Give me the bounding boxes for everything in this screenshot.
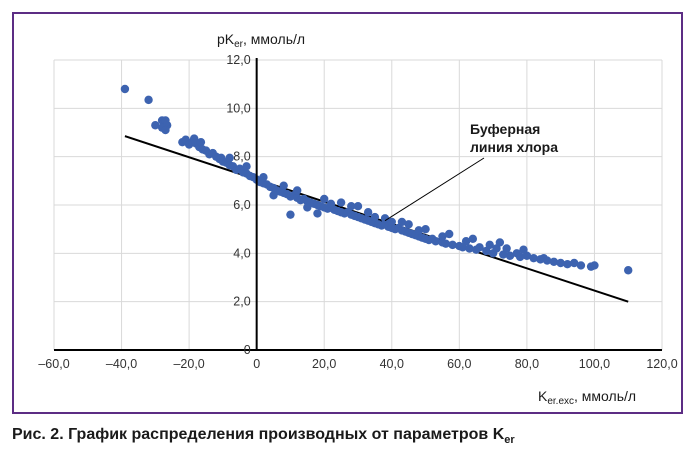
data-point bbox=[431, 237, 440, 246]
data-points bbox=[120, 84, 633, 275]
y-tick-label: 6,0 bbox=[233, 198, 250, 212]
x-axis-label: Ker.exc, ммоль/л bbox=[538, 388, 636, 407]
data-point bbox=[269, 191, 278, 200]
scatter-chart: –60,0 –40,0 –20,0 0 20,0 40,0 60,0 80,0 100,0 120… bbox=[38, 31, 677, 407]
data-point bbox=[590, 261, 599, 270]
annotation-line2: линия хлора bbox=[470, 139, 558, 155]
x-tick-labels: –60,0 –40,0 –20,0 0 20,0 40,0 60,0 80,0 100,0 120… bbox=[38, 357, 677, 371]
data-point bbox=[461, 237, 471, 246]
data-point bbox=[293, 186, 302, 195]
data-point bbox=[468, 234, 478, 244]
x-tick-label: –40,0 bbox=[106, 357, 137, 371]
data-point bbox=[505, 251, 515, 260]
x-tick-label: –60,0 bbox=[38, 357, 69, 371]
data-point bbox=[387, 217, 396, 227]
y-tick-label: 10,0 bbox=[226, 101, 250, 115]
y-tick-labels: 0 2,0 4,0 6,0 8,0 10,0 12,0 bbox=[226, 53, 250, 357]
x-tick-label: 40,0 bbox=[380, 357, 404, 371]
annotation-line1: Буферная bbox=[470, 121, 540, 137]
data-point bbox=[161, 125, 170, 135]
data-point bbox=[414, 226, 423, 235]
data-point bbox=[286, 210, 295, 219]
x-tick-label: 0 bbox=[253, 357, 260, 371]
data-point bbox=[569, 258, 579, 268]
data-point bbox=[120, 84, 130, 94]
data-point bbox=[404, 220, 413, 229]
data-point bbox=[519, 245, 528, 254]
data-point bbox=[448, 240, 457, 250]
data-point bbox=[563, 260, 572, 269]
axes bbox=[54, 58, 662, 351]
data-point bbox=[336, 198, 346, 207]
data-point bbox=[196, 137, 206, 147]
data-point bbox=[370, 212, 380, 222]
x-tick-label: 60,0 bbox=[447, 357, 471, 371]
data-point bbox=[313, 209, 322, 218]
y-axis-label: pKer, ммоль/л bbox=[217, 31, 305, 50]
data-point bbox=[353, 202, 363, 211]
data-point bbox=[380, 214, 390, 223]
data-point bbox=[502, 244, 511, 253]
x-tick-label: 120,0 bbox=[646, 357, 677, 371]
data-point bbox=[441, 239, 451, 248]
data-point bbox=[326, 199, 336, 208]
figure-caption: Рис. 2. График распределения производных… bbox=[12, 426, 515, 447]
y-tick-label: 8,0 bbox=[233, 150, 250, 164]
data-point bbox=[485, 240, 494, 250]
data-point bbox=[495, 238, 505, 247]
data-point bbox=[320, 194, 329, 204]
data-point bbox=[279, 181, 288, 190]
data-point bbox=[475, 243, 484, 252]
x-tick-label: 80,0 bbox=[515, 357, 539, 371]
data-point bbox=[242, 162, 251, 171]
annotation-pointer bbox=[384, 157, 485, 222]
data-point bbox=[303, 203, 312, 212]
data-point bbox=[445, 229, 454, 239]
data-point bbox=[397, 217, 407, 227]
data-point bbox=[363, 208, 373, 217]
y-tick-label: 2,0 bbox=[233, 295, 250, 309]
data-point bbox=[347, 202, 356, 211]
data-point bbox=[542, 256, 552, 265]
data-point bbox=[549, 257, 559, 266]
x-tick-label: –20,0 bbox=[173, 357, 204, 371]
data-point bbox=[144, 95, 153, 105]
x-tick-label: 100,0 bbox=[579, 357, 610, 371]
data-point bbox=[556, 258, 565, 268]
y-tick-label: 4,0 bbox=[233, 246, 250, 260]
chart-frame: –60,0 –40,0 –20,0 0 20,0 40,0 60,0 80,0 100,0 120… bbox=[12, 12, 683, 414]
y-tick-label: 0 bbox=[244, 343, 251, 357]
data-point bbox=[465, 244, 474, 253]
data-point bbox=[438, 232, 447, 241]
data-point bbox=[225, 153, 234, 163]
data-point bbox=[624, 266, 633, 275]
data-point bbox=[259, 173, 268, 182]
data-point bbox=[529, 253, 538, 263]
y-tick-label: 12,0 bbox=[226, 53, 250, 67]
data-point bbox=[515, 252, 525, 262]
data-point bbox=[576, 261, 586, 270]
data-point bbox=[421, 224, 430, 234]
data-point bbox=[151, 121, 160, 130]
x-tick-label: 20,0 bbox=[312, 357, 336, 371]
